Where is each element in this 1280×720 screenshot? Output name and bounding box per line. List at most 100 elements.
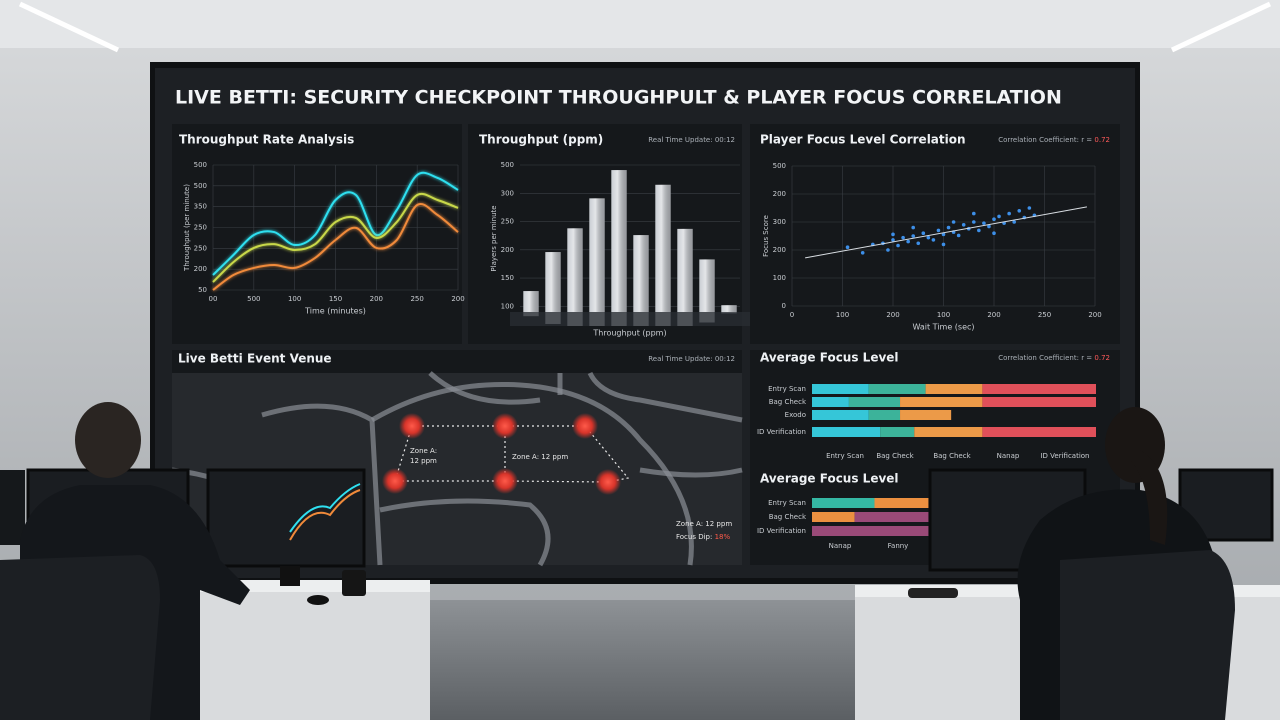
bar-segment: [914, 427, 983, 437]
bar-shine: [655, 184, 671, 312]
trend-line: [805, 206, 1088, 259]
ceiling: [0, 0, 1280, 48]
chart-subtitle-text: Correlation Coefficient: r =: [998, 354, 1094, 362]
scatter-point: [921, 231, 926, 235]
person-head: [75, 402, 141, 478]
scatter-point: [997, 214, 1001, 219]
map-nodes: [382, 413, 621, 495]
bar-segment: [812, 397, 849, 407]
bar-segment: [812, 512, 855, 522]
scatter-point: [951, 220, 956, 224]
bar-shine: [567, 228, 583, 312]
monitor-stand: [280, 566, 300, 586]
chart-subtitle-value: 0.72: [1094, 354, 1110, 362]
x-tick-label: 250: [410, 295, 423, 303]
bar-shine: [721, 305, 737, 312]
y-tick-label: 250: [501, 218, 514, 226]
chart-subtitle: Correlation Coefficient: r = 0.72: [998, 354, 1110, 362]
y-tick-label: 500: [501, 161, 514, 169]
bar-reflection: [545, 312, 561, 324]
ceiling-light: [1170, 1, 1272, 53]
zone-node: [492, 468, 518, 494]
y-tick-label: Bag Check: [769, 513, 807, 521]
speaker: [342, 570, 366, 596]
bar-segment: [982, 384, 1096, 394]
monitor-graphic: [289, 483, 361, 533]
bar-shine: [677, 228, 693, 312]
y-tick-label: Entry Scan: [768, 385, 806, 393]
scatter-point: [992, 231, 996, 235]
x-label: Fanny: [888, 542, 909, 550]
scatter-point: [1012, 220, 1016, 224]
scatter-point: [1017, 209, 1022, 213]
bar-segment: [900, 410, 952, 420]
scatter-point: [936, 228, 941, 233]
scatter-point: [891, 238, 895, 242]
bar-reflection: [721, 312, 737, 314]
x-tick-label: 250: [1038, 311, 1051, 319]
chart-subtitle: Real Time Update: 00:12: [648, 136, 735, 144]
map-label: 12 ppm: [410, 457, 437, 465]
scatter-point: [977, 228, 981, 233]
y-tick-label: 200: [773, 246, 786, 254]
bar-reflection: [699, 312, 715, 323]
map-label-value: 18%: [715, 533, 731, 541]
x-tick-label: 200: [370, 295, 383, 303]
monitor: [0, 470, 25, 545]
road: [557, 371, 743, 423]
bar-shine: [633, 235, 649, 312]
y-tick-label: Bag Check: [769, 398, 807, 406]
panel: [468, 124, 742, 344]
y-tick-label: 250: [194, 244, 207, 252]
x-label: Nanap: [997, 452, 1020, 460]
x-tick-label: 00: [209, 295, 218, 303]
x-tick-label: 100: [836, 311, 849, 319]
y-tick-label: 250: [194, 224, 207, 232]
bar-segment: [868, 384, 926, 394]
y-tick-label: Entry Scan: [768, 499, 806, 507]
scatter-point: [992, 217, 996, 221]
chart-title: Average Focus Level: [760, 472, 899, 486]
chart-subtitle-text: Correlation Coefficient: r =: [998, 136, 1094, 144]
scatter-point: [982, 221, 986, 225]
x-label: ID Verification: [1040, 452, 1089, 460]
x-tick-label: 500: [247, 295, 260, 303]
scatter-point: [946, 225, 951, 230]
line-series: [212, 192, 459, 283]
y-tick-label: 100: [501, 302, 514, 310]
phone: [908, 588, 958, 598]
chart-subtitle: Correlation Coefficient: r = 0.72: [998, 136, 1110, 144]
scatter-point: [987, 224, 991, 229]
bar-shine: [523, 291, 539, 312]
y-axis-label: Focus Score: [762, 215, 770, 257]
y-tick-label: 100: [773, 274, 786, 282]
zone-node: [572, 413, 598, 439]
y-tick-label: 350: [194, 203, 207, 211]
bar-segment: [812, 384, 869, 394]
scatter-point: [896, 243, 900, 248]
scatter-point: [961, 223, 966, 227]
screen-title: LIVE BETTI: SECURITY CHECKPOINT THROUGHP…: [175, 87, 1062, 109]
road: [261, 403, 383, 566]
zone-node: [492, 413, 518, 439]
y-tick-label: 500: [773, 162, 786, 170]
scatter-point: [845, 245, 850, 249]
x-axis-label: Wait Time (sec): [912, 323, 974, 332]
chart-subtitle-text: Real Time Update: 00:12: [648, 136, 735, 144]
ceiling-light: [18, 1, 120, 53]
x-tick-label: 0: [790, 311, 794, 319]
scatter-point: [926, 235, 931, 240]
line-series: [212, 171, 459, 276]
line-series: [212, 203, 459, 291]
bar-segment: [848, 397, 901, 407]
bar-segment: [925, 384, 983, 394]
bar-floor: [510, 312, 750, 326]
chair: [0, 555, 160, 720]
bar-shine: [589, 198, 605, 312]
y-tick-label: Exodo: [785, 411, 806, 419]
y-tick-label: 300: [501, 189, 514, 197]
map-label: Zone A:: [410, 447, 437, 455]
map-label: Zone A: 12 ppm: [676, 520, 732, 528]
bar-segment: [812, 410, 869, 420]
scatter-point: [931, 238, 936, 242]
